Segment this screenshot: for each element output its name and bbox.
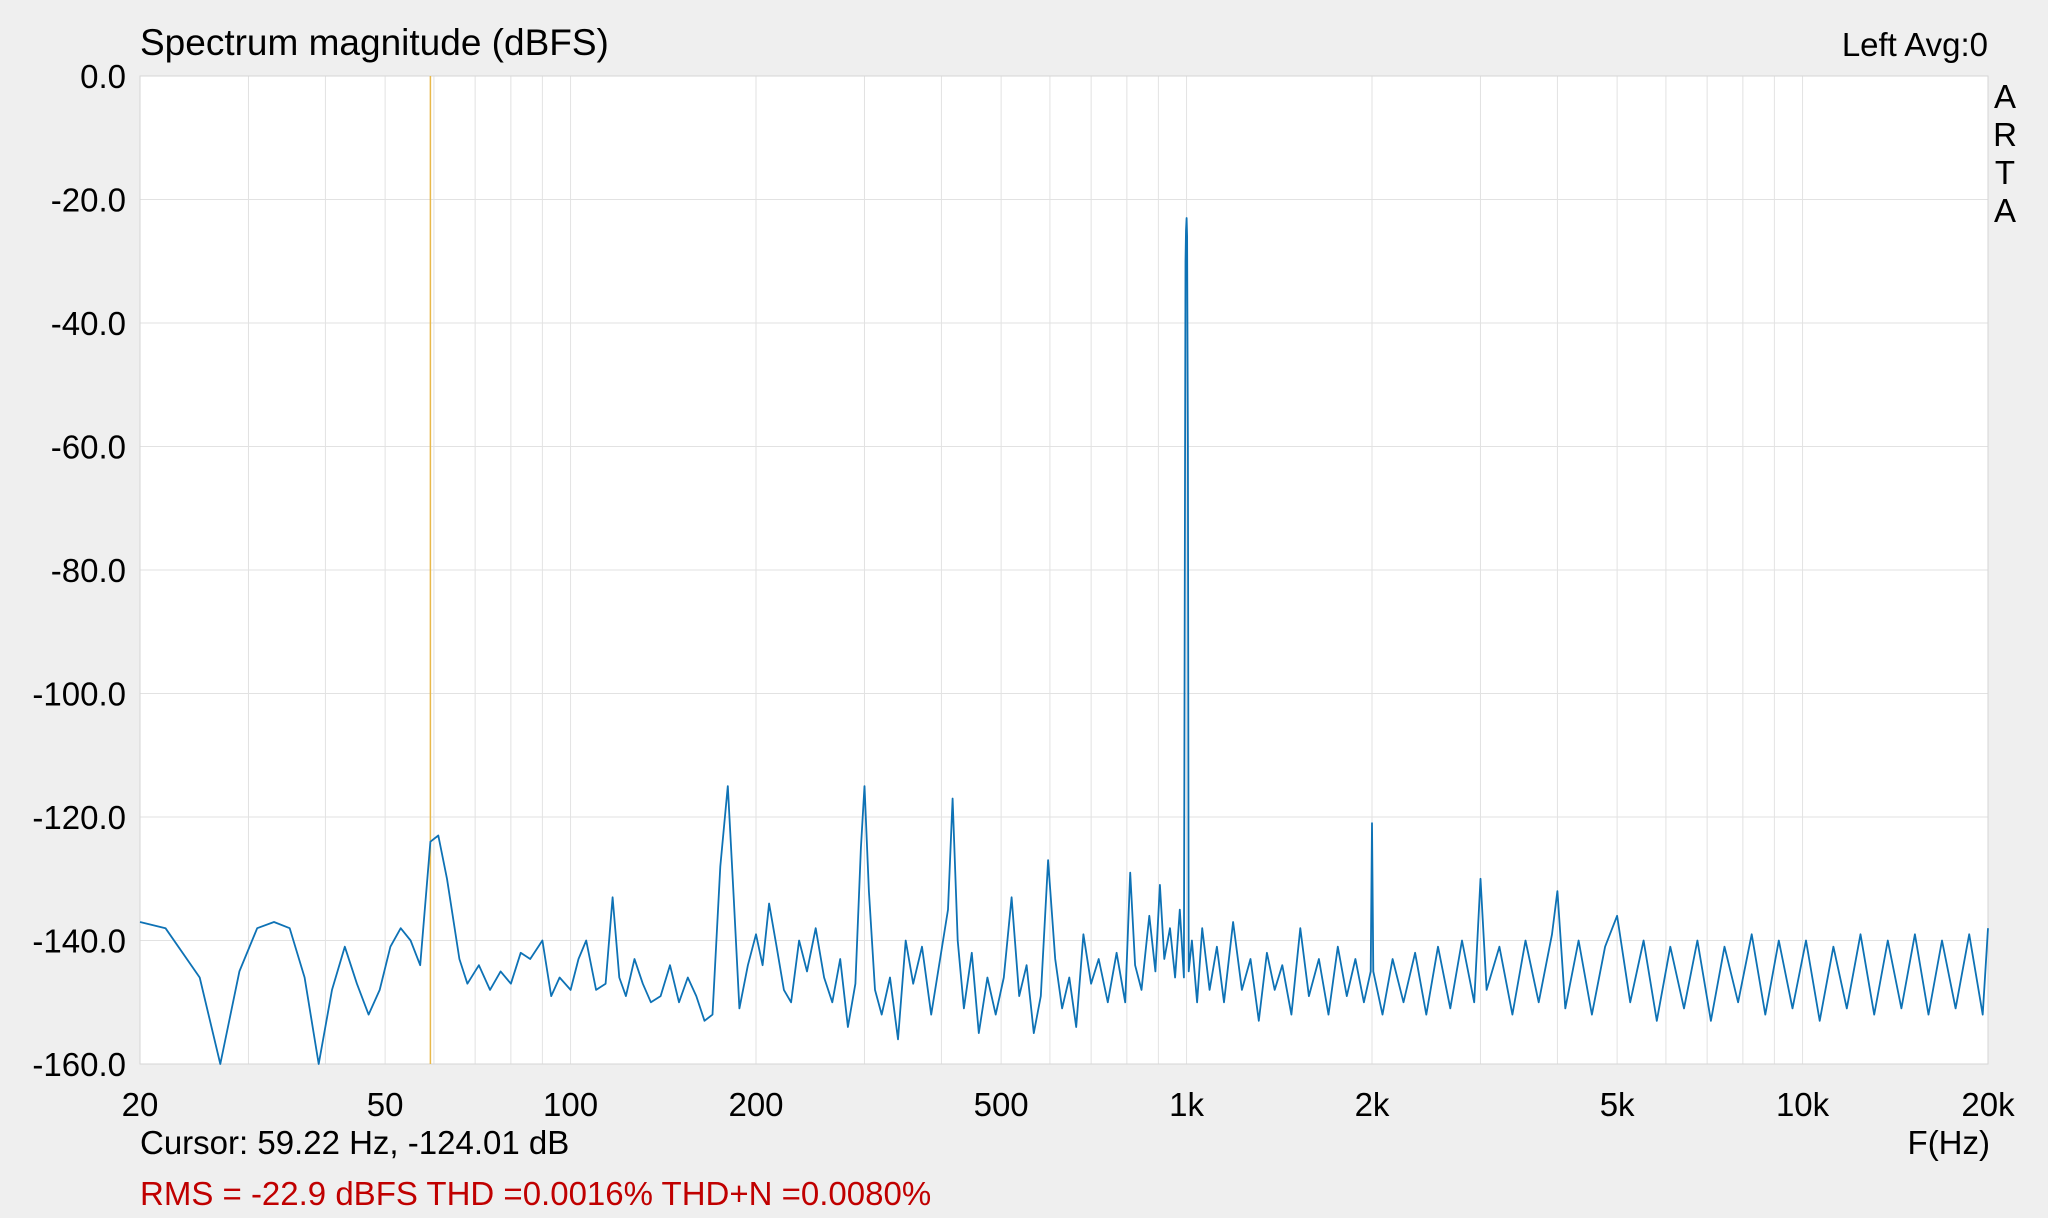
y-tick-label: -40.0 — [51, 305, 126, 342]
x-tick-label: 1k — [1169, 1086, 1204, 1123]
y-tick-label: -20.0 — [51, 182, 126, 219]
x-tick-label: 50 — [367, 1086, 404, 1123]
brand-letter: T — [1994, 154, 2016, 191]
brand-label: A R T A — [1990, 78, 2020, 230]
x-tick-label: 200 — [728, 1086, 783, 1123]
y-tick-label: -100.0 — [32, 676, 126, 713]
x-tick-label: 5k — [1600, 1086, 1635, 1123]
x-tick-label: 500 — [974, 1086, 1029, 1123]
x-tick-label: 100 — [543, 1086, 598, 1123]
x-axis-label: F(Hz) — [1907, 1124, 1990, 1161]
brand-letter: R — [1993, 116, 2017, 153]
y-tick-label: 0.0 — [80, 58, 126, 95]
brand-letter: A — [1993, 192, 2016, 229]
brand-letter: A — [1993, 78, 2016, 115]
y-tick-label: -140.0 — [32, 923, 126, 960]
x-tick-label: 20 — [122, 1086, 159, 1123]
chart-title: Spectrum magnitude (dBFS) — [140, 22, 609, 63]
channel-label: Left Avg:0 — [1841, 26, 1988, 63]
y-tick-label: -120.0 — [32, 799, 126, 836]
x-tick-label: 2k — [1355, 1086, 1390, 1123]
x-tick-label: 20k — [1961, 1086, 2015, 1123]
measurement-stats: RMS = -22.9 dBFS THD =0.0016% THD+N =0.0… — [140, 1175, 932, 1212]
y-tick-label: -60.0 — [51, 429, 126, 466]
spectrum-line — [139, 217, 1989, 1065]
plot-border — [139, 75, 1989, 1065]
y-tick-label: -160.0 — [32, 1046, 126, 1083]
y-tick-label: -80.0 — [51, 552, 126, 589]
cursor-readout: Cursor: 59.22 Hz, -124.01 dB — [140, 1124, 570, 1161]
x-tick-label: 10k — [1776, 1086, 1830, 1123]
